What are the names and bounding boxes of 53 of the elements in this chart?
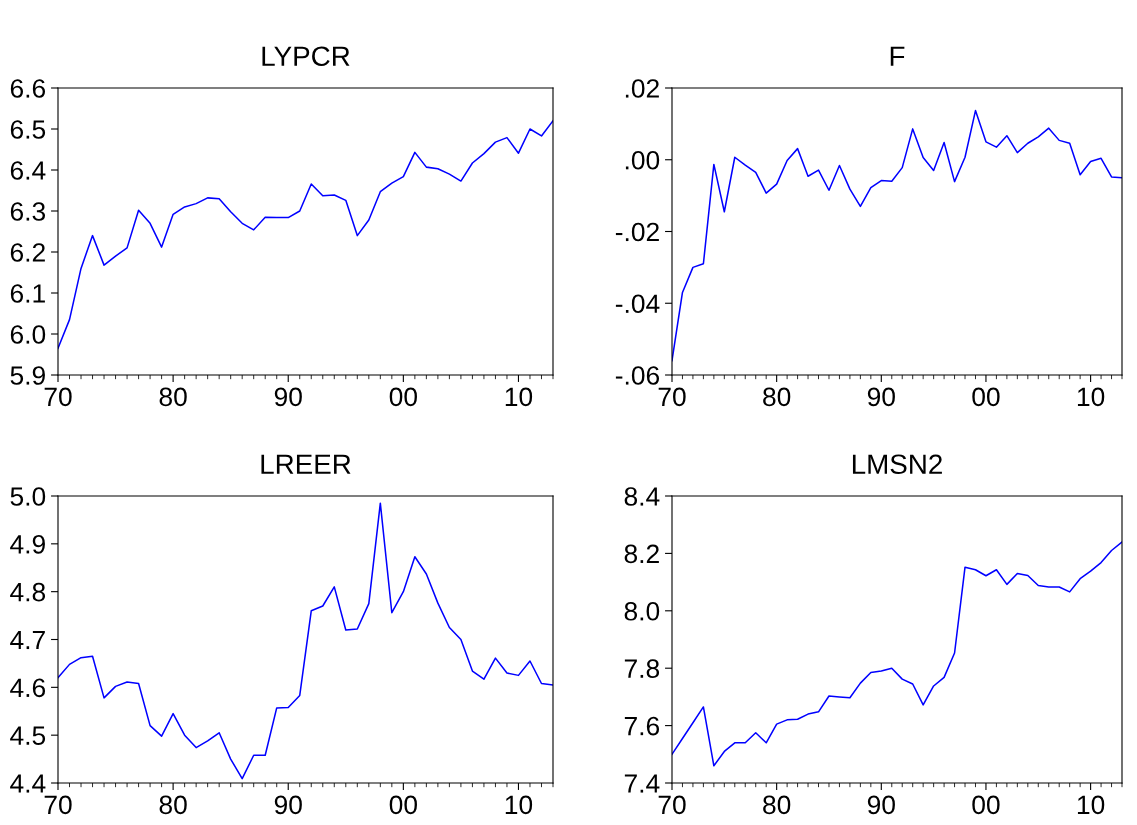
y-tick-label: 7.6	[624, 716, 660, 736]
y-tick-label: -.02	[615, 222, 659, 242]
y-tick-label: 4.5	[10, 726, 46, 745]
y-tick-label: 6.3	[10, 202, 46, 221]
x-tick-label: 00	[972, 795, 1000, 815]
y-tick-label: 4.4	[10, 774, 46, 793]
chart-title: LYPCR	[262, 46, 350, 67]
y-tick-label: 7.8	[624, 659, 660, 679]
y-tick-label: 6.4	[10, 161, 46, 180]
y-tick-label: 4.9	[10, 534, 45, 554]
x-tick-label: 70	[44, 795, 72, 815]
chart-title: LMSN2	[852, 454, 942, 475]
x-tick-label: 00	[972, 387, 1000, 407]
chart-title: F	[890, 46, 905, 66]
x-tick-label: 70	[658, 795, 686, 815]
y-tick-label: -.06	[615, 366, 660, 385]
x-tick-label: 80	[159, 387, 187, 407]
x-tick-label: 70	[44, 387, 72, 407]
y-tick-label: 5.0	[10, 487, 46, 506]
x-tick-label: 80	[159, 795, 187, 815]
x-tick-label: 70	[658, 387, 686, 407]
chart-title: LREER	[261, 454, 351, 474]
y-tick-label: 8.0	[624, 601, 660, 621]
y-tick-label: 6.2	[10, 243, 45, 262]
x-tick-label: 00	[389, 795, 417, 815]
x-tick-label: 10	[1077, 795, 1105, 815]
x-tick-label: 10	[505, 795, 533, 815]
y-tick-label: 4.6	[10, 678, 46, 698]
y-tick-label: 8.4	[624, 487, 660, 506]
y-tick-label: 6.6	[10, 79, 46, 98]
x-tick-label: 80	[763, 795, 791, 815]
y-tick-label: .00	[625, 150, 660, 170]
x-tick-label: 90	[867, 387, 895, 407]
x-tick-label: 80	[763, 387, 791, 407]
y-tick-label: 7.4	[624, 774, 660, 793]
y-tick-label: 4.8	[10, 582, 46, 602]
x-tick-label: 00	[389, 387, 417, 407]
y-tick-label: -.04	[615, 294, 660, 314]
line-series	[672, 541, 1122, 767]
y-tick-label: 6.1	[10, 284, 45, 303]
x-tick-label: 90	[274, 387, 302, 407]
y-tick-label: 8.2	[624, 544, 659, 564]
y-tick-label: 5.9	[10, 366, 45, 385]
x-tick-label: 90	[274, 795, 302, 815]
y-tick-label: 4.7	[10, 630, 45, 650]
y-tick-label: 6.5	[10, 120, 46, 139]
x-tick-label: 10	[505, 387, 533, 407]
y-tick-label: 6.0	[10, 325, 46, 344]
x-tick-label: 10	[1077, 387, 1105, 407]
x-tick-label: 90	[867, 795, 895, 815]
line-series	[58, 502, 553, 780]
y-tick-label: .02	[625, 79, 659, 98]
line-series	[58, 120, 553, 350]
